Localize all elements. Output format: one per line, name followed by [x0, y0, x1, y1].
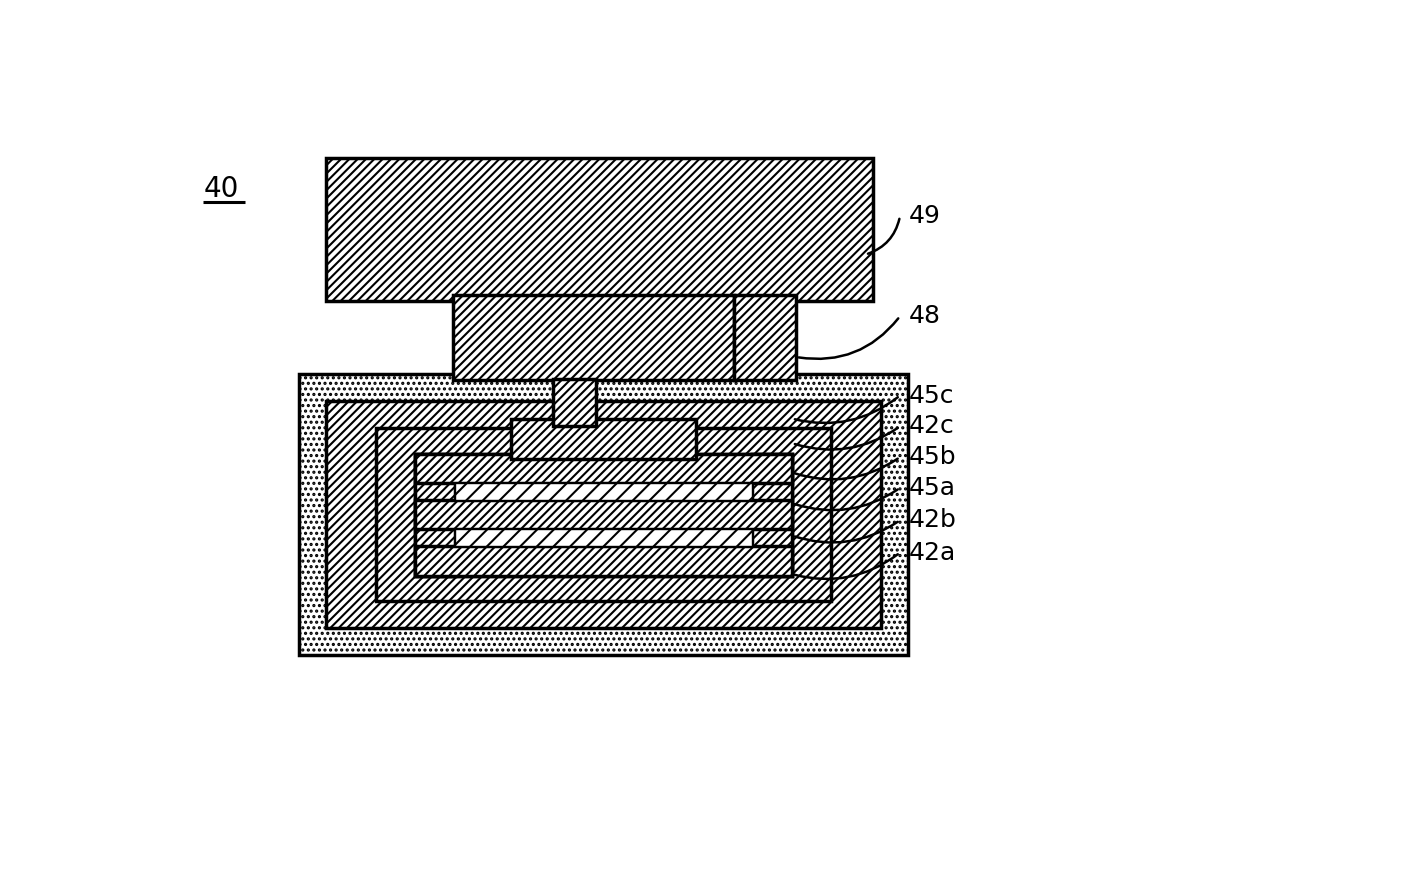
- Bar: [326, 159, 873, 301]
- Bar: [326, 401, 881, 628]
- Text: 42c: 42c: [909, 414, 955, 438]
- Text: 48: 48: [909, 304, 942, 328]
- Bar: [415, 454, 455, 576]
- Bar: [377, 428, 830, 601]
- Bar: [453, 296, 734, 380]
- Bar: [554, 378, 596, 426]
- Bar: [415, 500, 792, 530]
- Text: 45b: 45b: [909, 445, 957, 470]
- Bar: [377, 428, 830, 601]
- Bar: [415, 454, 792, 576]
- Bar: [415, 454, 792, 576]
- Bar: [415, 454, 792, 483]
- Text: 45a: 45a: [909, 476, 956, 500]
- Bar: [326, 401, 881, 628]
- Bar: [415, 547, 792, 576]
- Text: 42b: 42b: [909, 508, 957, 532]
- Text: 45c: 45c: [909, 383, 955, 408]
- Bar: [455, 530, 753, 547]
- Bar: [299, 374, 908, 655]
- Text: 49: 49: [909, 204, 940, 228]
- Bar: [734, 296, 796, 380]
- Text: 42a: 42a: [909, 540, 956, 564]
- Text: 40: 40: [203, 175, 239, 203]
- Bar: [753, 454, 792, 576]
- Bar: [455, 483, 753, 500]
- Bar: [511, 418, 696, 459]
